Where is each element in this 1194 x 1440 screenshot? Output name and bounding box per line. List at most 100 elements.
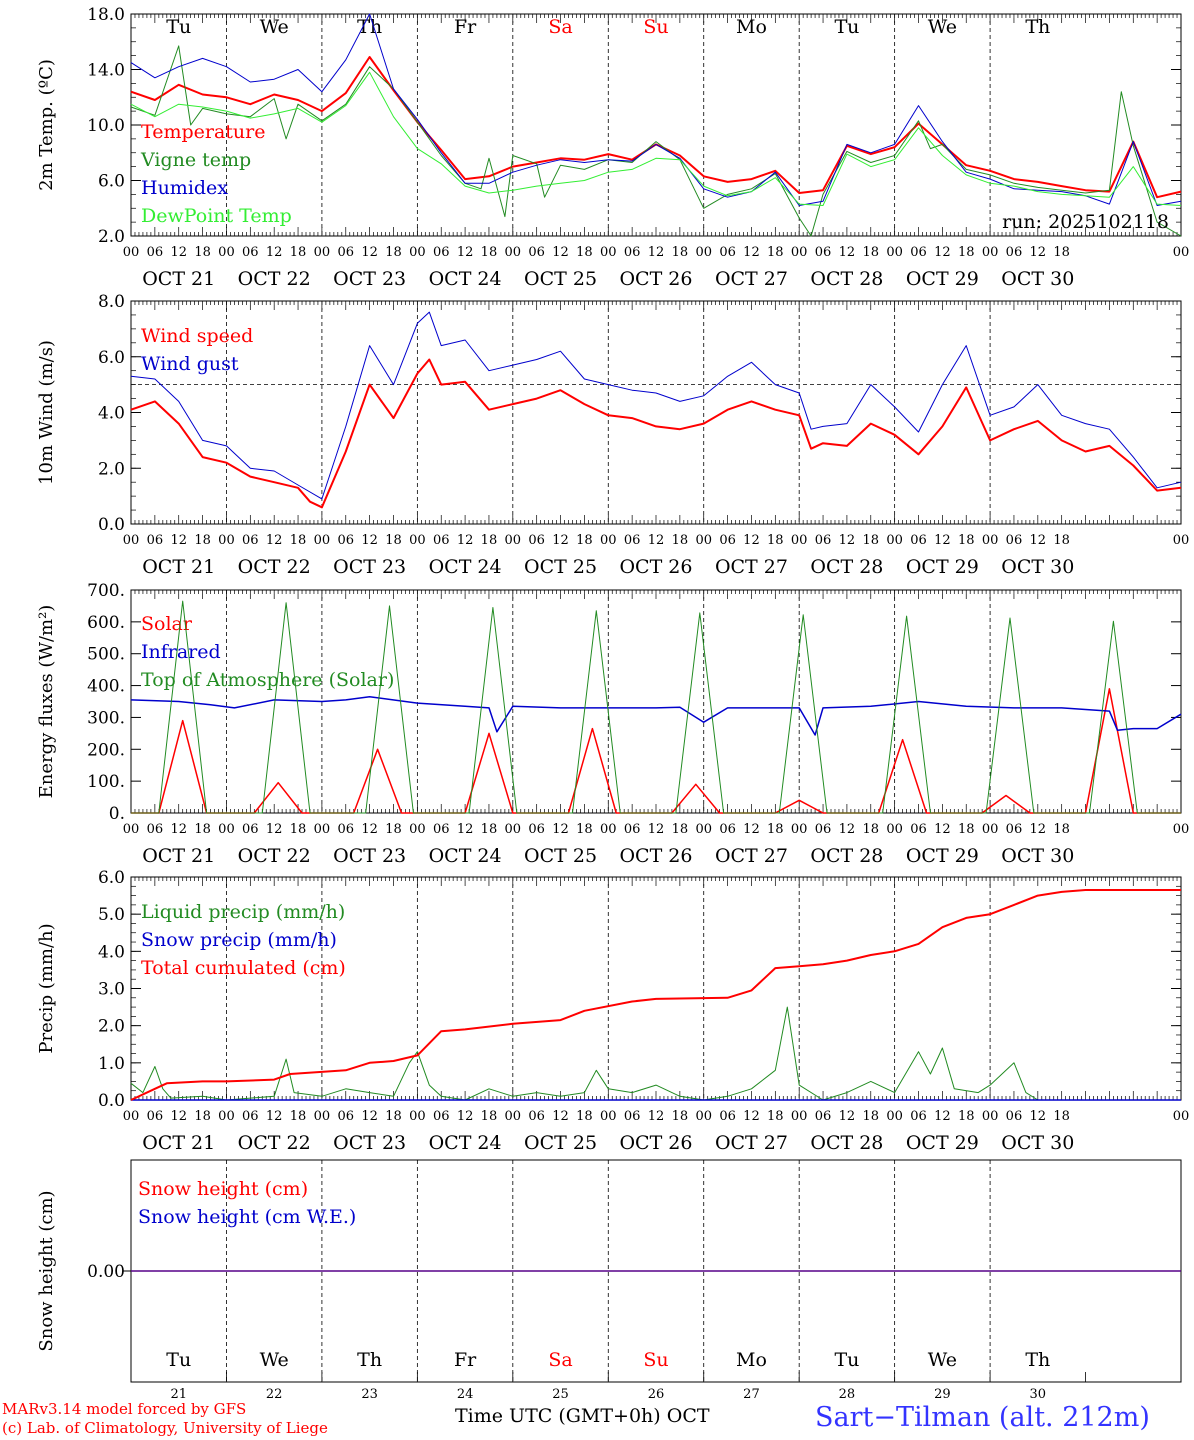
y-tick-label: 0.0: [98, 1091, 125, 1111]
hour-label: 18: [290, 533, 307, 548]
y-tick-label: 100.: [87, 772, 125, 792]
hour-label: 18: [576, 822, 593, 837]
hour-label: 00: [600, 1109, 617, 1124]
hour-label: 12: [839, 533, 856, 548]
y-tick-label: 2.0: [98, 1017, 125, 1037]
hour-label: 00: [1173, 822, 1190, 837]
hour-label: 18: [862, 822, 879, 837]
day-number-label: 25: [552, 1387, 569, 1402]
date-label: OCT 29: [906, 268, 979, 290]
day-name-label: Th: [1025, 1349, 1050, 1371]
legend-entry: Total cumulated (cm): [141, 957, 346, 979]
panel-temperature: 2.0 6.0 10.0 14.0 18.0 2m Temp. (ºC) 00 06 12 18 0…: [36, 5, 1189, 290]
hour-label: 18: [194, 245, 211, 260]
hour-label: 00: [218, 533, 235, 548]
hour-label: 18: [672, 1109, 689, 1124]
hour-label: 06: [433, 1109, 450, 1124]
date-label: OCT 29: [906, 556, 979, 578]
hour-label: 12: [743, 533, 760, 548]
hour-label: 00: [314, 245, 331, 260]
y-axis-title: Energy fluxes (W/m²): [36, 605, 57, 799]
day-name-label: We: [928, 16, 957, 38]
lab-credit: (c) Lab. of Climatology, University of L…: [2, 1419, 328, 1438]
day-number-label: 28: [839, 1387, 856, 1402]
date-label: OCT 21: [142, 268, 215, 290]
hour-label: 18: [1053, 1109, 1070, 1124]
day-number-label: 29: [934, 1387, 951, 1402]
hour-label: 18: [576, 245, 593, 260]
date-label: OCT 26: [619, 556, 692, 578]
hour-label: 00: [314, 1109, 331, 1124]
hour-label: 00: [982, 245, 999, 260]
y-tick-label: 8.0: [98, 292, 125, 312]
hour-label: 00: [123, 245, 140, 260]
hour-label: 00: [695, 822, 712, 837]
day-name-label: Tu: [166, 1349, 191, 1371]
hour-label: 00: [695, 1109, 712, 1124]
hour-label: 06: [337, 1109, 354, 1124]
hour-label: 06: [910, 822, 927, 837]
date-label: OCT 30: [1001, 556, 1074, 578]
y-tick-label: 18.0: [87, 5, 125, 25]
y-tick-label: 6.0: [98, 348, 125, 368]
hour-label: 00: [409, 533, 426, 548]
hour-label: 06: [242, 822, 259, 837]
hour-label: 12: [552, 533, 569, 548]
day-name-label: Mo: [736, 1349, 767, 1371]
time-axis-title: Time UTC (GMT+0h) OCT: [455, 1405, 710, 1427]
panel-precip: 0.01.02.03.04.05.06.0Precip (mm/h)00 06 12…: [36, 868, 1189, 1154]
hour-label: 00: [1173, 533, 1190, 548]
hour-label: 06: [910, 533, 927, 548]
y-tick-label: 0.0: [98, 515, 125, 535]
hour-label: 12: [266, 1109, 283, 1124]
day-name-label: Su: [643, 16, 668, 38]
day-name-label: Tu: [166, 16, 191, 38]
legend-entry: Liquid precip (mm/h): [141, 901, 345, 923]
hour-label: 18: [672, 245, 689, 260]
date-label: OCT 24: [429, 1132, 502, 1154]
date-label: OCT 26: [619, 845, 692, 867]
hour-label: 00: [791, 822, 808, 837]
hour-label: 18: [767, 822, 784, 837]
date-label: OCT 25: [524, 1132, 597, 1154]
hour-label: 18: [194, 533, 211, 548]
hour-label: 18: [385, 1109, 402, 1124]
y-tick-label: 4.0: [98, 404, 125, 424]
hour-label: 00: [791, 533, 808, 548]
hour-label: 00: [886, 245, 903, 260]
hour-label: 18: [481, 245, 498, 260]
hour-label: 06: [1006, 245, 1023, 260]
meteogram: 2.06.010.014.018.02m Temp. (ºC)00 06 12 18 0…: [0, 0, 1194, 1440]
hour-label: 06: [337, 822, 354, 837]
legend-entry: Snow height (cm W.E.): [138, 1206, 356, 1228]
hour-label: 00: [982, 1109, 999, 1124]
day-number-label: 27: [743, 1387, 760, 1402]
hour-label: 12: [839, 245, 856, 260]
hour-label: 18: [767, 533, 784, 548]
legend-entry: Snow height (cm): [138, 1178, 308, 1200]
panel-snow: 0.00Snow height (cm)Tu We Th Fr Sa Su Mo Tu We Th…: [36, 1160, 1181, 1402]
hour-label: 12: [266, 533, 283, 548]
hour-label: 18: [290, 822, 307, 837]
series-line-humidex: [131, 14, 1181, 206]
date-label: OCT 25: [524, 556, 597, 578]
y-tick-label: 600.: [87, 613, 125, 633]
y-tick-label: 10.0: [87, 116, 125, 136]
y-tick-label: 0.00: [87, 1262, 125, 1282]
day-name-label: Tu: [834, 1349, 859, 1371]
station-name: Sart−Tilman (alt. 212m): [815, 1402, 1150, 1433]
hour-label: 12: [648, 533, 665, 548]
date-label: OCT 21: [142, 845, 215, 867]
hour-label: 06: [1006, 533, 1023, 548]
day-name-label: We: [260, 16, 289, 38]
hour-label: 00: [600, 245, 617, 260]
y-axis-title: Precip (mm/h): [36, 923, 57, 1053]
hour-label: 00: [314, 533, 331, 548]
hour-label: 12: [934, 245, 951, 260]
day-name-label: Th: [357, 16, 382, 38]
hour-label: 12: [457, 822, 474, 837]
hour-label: 00: [791, 245, 808, 260]
hour-label: 06: [528, 533, 545, 548]
hour-label: 12: [743, 1109, 760, 1124]
hour-label: 00: [600, 822, 617, 837]
